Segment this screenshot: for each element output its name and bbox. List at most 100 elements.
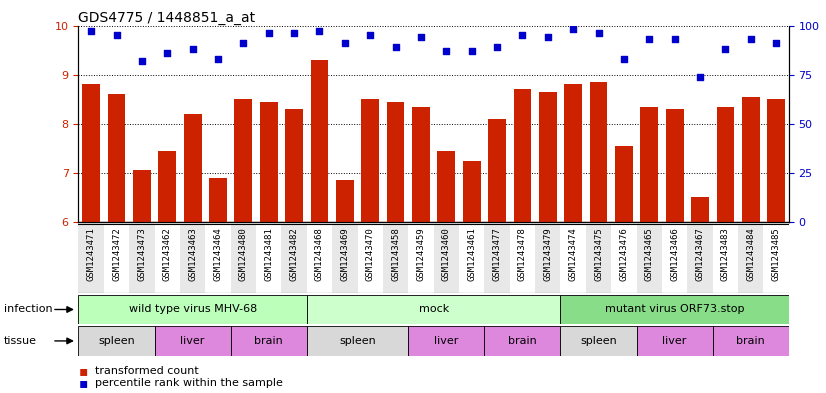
Bar: [637, 326, 713, 356]
Bar: [687, 224, 713, 293]
Bar: [514, 90, 531, 222]
Text: GSM1243477: GSM1243477: [492, 228, 501, 281]
Bar: [666, 109, 684, 222]
Text: transformed count: transformed count: [95, 366, 199, 376]
Bar: [209, 178, 227, 222]
Point: [135, 58, 149, 64]
Bar: [230, 326, 306, 356]
Bar: [206, 224, 230, 293]
Text: liver: liver: [662, 336, 687, 346]
Bar: [285, 109, 303, 222]
Bar: [713, 326, 789, 356]
Bar: [230, 224, 256, 293]
Text: tissue: tissue: [4, 336, 37, 346]
Point: [287, 30, 301, 37]
Point: [110, 32, 123, 39]
Bar: [133, 171, 151, 222]
Text: GSM1243462: GSM1243462: [163, 228, 172, 281]
Text: GSM1243461: GSM1243461: [468, 228, 477, 281]
Bar: [180, 224, 206, 293]
Text: GSM1243464: GSM1243464: [213, 228, 222, 281]
Bar: [235, 99, 252, 222]
Bar: [438, 151, 455, 222]
Bar: [129, 224, 154, 293]
Text: GSM1243473: GSM1243473: [137, 228, 146, 281]
Point: [491, 44, 504, 50]
Bar: [408, 326, 484, 356]
Bar: [561, 295, 789, 324]
Point: [744, 36, 757, 42]
Bar: [260, 102, 278, 222]
Bar: [763, 224, 789, 293]
Point: [211, 56, 225, 62]
Bar: [640, 107, 658, 222]
Text: GSM1243463: GSM1243463: [188, 228, 197, 281]
Point: [186, 46, 199, 52]
Bar: [615, 146, 633, 222]
Bar: [183, 114, 202, 222]
Bar: [78, 295, 306, 324]
Text: spleen: spleen: [98, 336, 135, 346]
Bar: [561, 224, 586, 293]
Bar: [332, 224, 358, 293]
Point: [541, 34, 554, 40]
Bar: [282, 224, 306, 293]
Bar: [742, 97, 760, 222]
Text: GSM1243484: GSM1243484: [746, 228, 755, 281]
Point: [592, 30, 605, 37]
Point: [643, 36, 656, 42]
Bar: [484, 326, 561, 356]
Point: [313, 28, 326, 35]
Bar: [154, 326, 230, 356]
Text: liver: liver: [434, 336, 458, 346]
Point: [262, 30, 275, 37]
Bar: [78, 326, 154, 356]
Bar: [78, 224, 104, 293]
Bar: [83, 84, 100, 222]
Text: GSM1243482: GSM1243482: [290, 228, 299, 281]
Text: GSM1243460: GSM1243460: [442, 228, 451, 281]
Text: GSM1243475: GSM1243475: [594, 228, 603, 281]
Point: [693, 73, 706, 80]
Text: spleen: spleen: [339, 336, 376, 346]
Text: GSM1243480: GSM1243480: [239, 228, 248, 281]
Text: GSM1243467: GSM1243467: [695, 228, 705, 281]
Text: GSM1243458: GSM1243458: [391, 228, 400, 281]
Bar: [306, 224, 332, 293]
Point: [439, 48, 453, 54]
Bar: [256, 224, 282, 293]
Text: liver: liver: [180, 336, 205, 346]
Bar: [662, 224, 687, 293]
Text: GSM1243478: GSM1243478: [518, 228, 527, 281]
Point: [617, 56, 630, 62]
Bar: [311, 60, 329, 222]
Point: [465, 48, 478, 54]
Text: percentile rank within the sample: percentile rank within the sample: [95, 378, 282, 388]
Point: [770, 40, 783, 46]
Point: [363, 32, 377, 39]
Text: brain: brain: [254, 336, 283, 346]
Bar: [561, 326, 637, 356]
Point: [415, 34, 428, 40]
Bar: [104, 224, 129, 293]
Text: GSM1243476: GSM1243476: [620, 228, 629, 281]
Bar: [408, 224, 434, 293]
Text: ▪: ▪: [78, 364, 88, 378]
Bar: [586, 224, 611, 293]
Text: GSM1243481: GSM1243481: [264, 228, 273, 281]
Bar: [463, 161, 481, 222]
Text: GSM1243459: GSM1243459: [416, 228, 425, 281]
Text: GSM1243479: GSM1243479: [544, 228, 553, 281]
Text: spleen: spleen: [580, 336, 617, 346]
Text: GSM1243465: GSM1243465: [645, 228, 654, 281]
Bar: [383, 224, 408, 293]
Bar: [738, 224, 763, 293]
Point: [515, 32, 529, 39]
Text: GDS4775 / 1448851_a_at: GDS4775 / 1448851_a_at: [78, 11, 255, 24]
Bar: [412, 107, 430, 222]
Bar: [713, 224, 738, 293]
Bar: [691, 197, 709, 222]
Bar: [387, 102, 405, 222]
Text: ▪: ▪: [78, 376, 88, 390]
Text: GSM1243466: GSM1243466: [670, 228, 679, 281]
